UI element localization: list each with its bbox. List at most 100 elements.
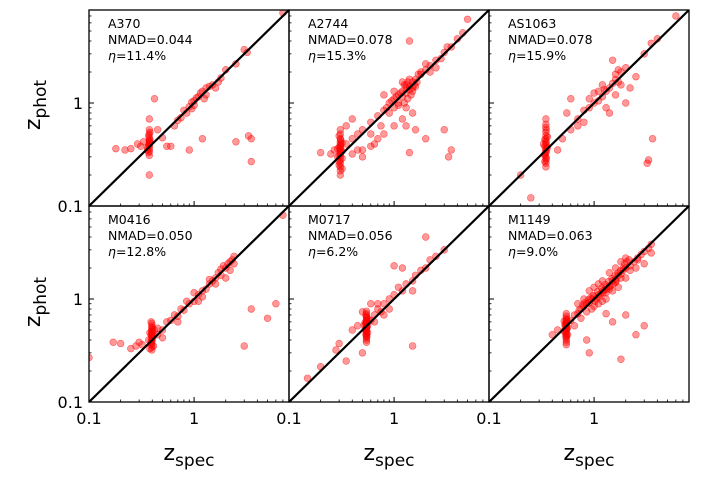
data-point: [408, 342, 417, 350]
data-point: [463, 15, 472, 23]
data-point: [362, 307, 371, 315]
data-point: [581, 299, 589, 307]
data-point: [146, 344, 154, 353]
data-point: [541, 136, 549, 144]
plot-area-m0416: [89, 206, 289, 402]
data-point: [539, 140, 548, 148]
data-point: [563, 331, 572, 339]
data-point: [182, 297, 191, 306]
data-point: [408, 109, 417, 117]
data-point: [153, 126, 162, 134]
data-point: [398, 115, 407, 123]
data-point: [580, 118, 588, 126]
data-point: [444, 153, 453, 161]
axis-labels: zphot zphot zspec zspec zspec: [21, 80, 615, 471]
data-point: [405, 75, 414, 83]
data-point: [247, 305, 255, 313]
data-point: [614, 66, 623, 74]
one-to-one-line: [489, 206, 689, 402]
data-point: [167, 142, 175, 150]
data-point: [336, 126, 345, 134]
y-tick-label: 1: [73, 94, 83, 113]
data-point: [542, 123, 550, 132]
data-point: [432, 64, 440, 72]
data-point: [163, 142, 171, 150]
data-point: [542, 126, 550, 134]
data-point: [527, 194, 535, 202]
data-point: [367, 130, 375, 138]
data-point: [402, 104, 410, 112]
data-point: [211, 280, 220, 288]
cluster-name: M1149: [508, 212, 551, 227]
data-point: [644, 156, 653, 164]
x-tick-label: 1: [589, 409, 599, 428]
data-point: [598, 81, 607, 89]
data-point: [380, 311, 388, 319]
data-point: [647, 249, 655, 257]
data-point: [138, 341, 146, 349]
data-point: [198, 135, 207, 143]
y-tick-label: 1: [73, 290, 83, 309]
data-point: [338, 165, 346, 173]
cluster-name: A370: [108, 16, 140, 31]
data-point: [367, 300, 375, 308]
data-point: [585, 95, 593, 103]
data-point: [202, 285, 210, 293]
data-point: [374, 300, 382, 308]
data-point: [263, 314, 272, 322]
data-point: [127, 344, 135, 353]
data-point: [632, 73, 640, 81]
x-tick-label: 0.1: [476, 409, 501, 428]
data-point: [316, 148, 325, 157]
data-point: [145, 151, 154, 160]
cluster-name: A2744: [308, 16, 348, 31]
data-point: [626, 266, 634, 275]
data-point: [411, 126, 420, 134]
data-point: [398, 264, 407, 272]
data-point: [617, 81, 625, 89]
data-point: [211, 84, 220, 92]
data-point: [542, 120, 550, 129]
data-point: [617, 258, 625, 266]
plot-area-m1149: [489, 206, 689, 402]
x-tick-label: 1: [189, 409, 199, 428]
data-point: [380, 130, 388, 138]
data-point: [127, 145, 135, 153]
data-point: [622, 99, 630, 107]
cluster-name: AS1063: [508, 16, 556, 31]
plot-area-as1063: [489, 10, 689, 206]
data-point: [542, 115, 550, 123]
cluster-name: M0416: [108, 212, 151, 227]
y-tick-label: 0.1: [58, 197, 83, 216]
data-point: [602, 104, 610, 112]
nmad-value: NMAD=0.056: [308, 228, 393, 243]
data-point: [385, 305, 393, 313]
data-point: [447, 146, 455, 154]
data-point: [390, 262, 398, 270]
data-point: [405, 37, 414, 45]
data-point: [342, 140, 350, 148]
data-point: [244, 132, 253, 140]
nmad-value: NMAD=0.050: [108, 228, 193, 243]
data-point: [335, 132, 343, 140]
data-point: [348, 150, 356, 158]
outlier-fraction: η=9.0%: [508, 244, 558, 259]
data-point: [543, 133, 552, 141]
data-point: [422, 60, 430, 68]
data-point: [405, 148, 414, 157]
data-point: [582, 336, 591, 344]
data-point: [562, 341, 571, 349]
data-point: [367, 142, 375, 150]
data-point: [272, 300, 280, 308]
data-point: [136, 142, 145, 150]
plot-area-m0717: [289, 206, 489, 402]
outlier-fraction: η=11.4%: [108, 48, 166, 63]
data-point: [348, 115, 356, 123]
data-point: [585, 287, 593, 295]
data-point: [602, 309, 610, 318]
data-point: [232, 138, 240, 146]
